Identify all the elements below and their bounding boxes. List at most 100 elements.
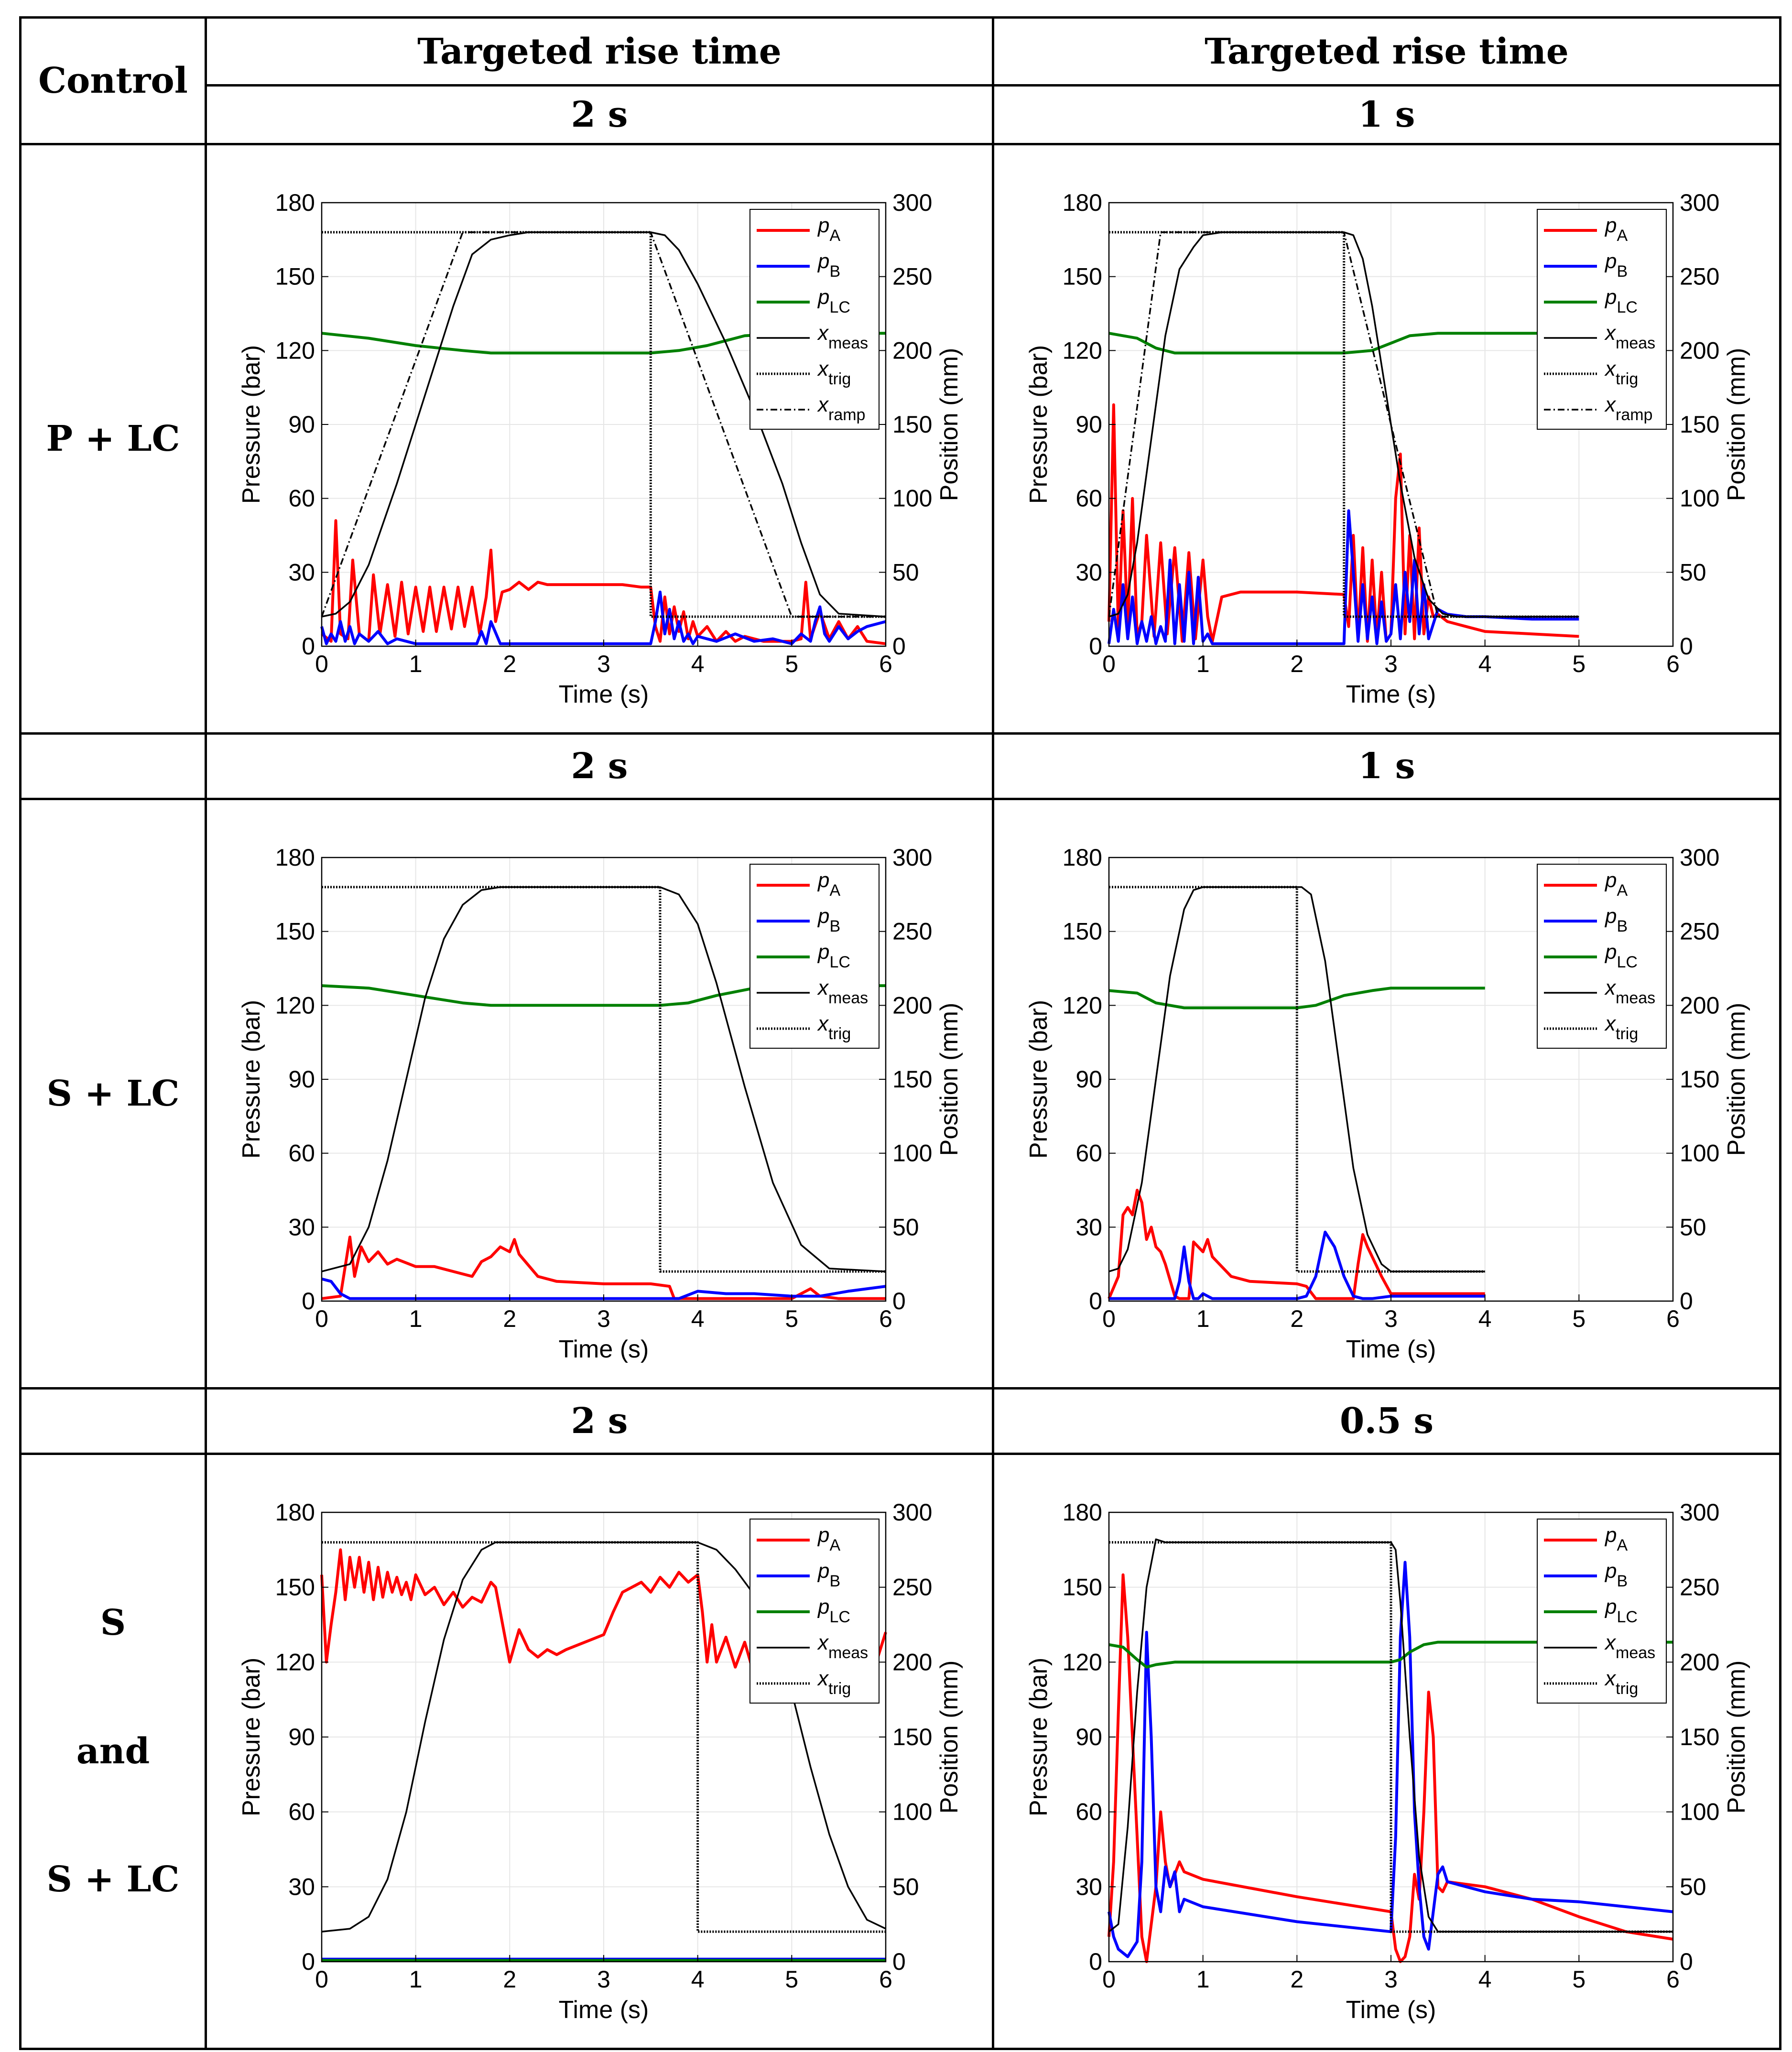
- row-label-line: S + LC: [46, 1073, 180, 1114]
- legend-label: pB: [1604, 250, 1628, 281]
- x-tick-label: 6: [879, 1305, 892, 1332]
- x-tick-label: 0: [315, 1966, 328, 1993]
- y2-axis-label: Position (mm): [935, 348, 963, 501]
- rise-time-label-r3c2: 0.5 s: [992, 1387, 1781, 1455]
- y2-tick-label: 150: [892, 1066, 932, 1093]
- legend-label: pA: [817, 1523, 840, 1554]
- legend-label: pLC: [1604, 285, 1638, 316]
- series-p-a: [1108, 403, 1579, 643]
- legend-label: pLC: [817, 1595, 850, 1626]
- x-tick-label: 1: [1196, 1966, 1210, 1993]
- x-tick-label: 4: [1478, 1966, 1492, 1993]
- y2-axis-label: Position (mm): [1723, 1661, 1750, 1814]
- legend-label: xramp: [817, 393, 865, 424]
- y2-tick-label: 100: [892, 485, 932, 512]
- row-label-p-lc: P + LC: [19, 143, 207, 735]
- x-tick-label: 1: [1196, 1305, 1210, 1332]
- y2-tick-label: 150: [1680, 1724, 1719, 1750]
- x-tick-label: 1: [1196, 651, 1210, 677]
- x-tick-label: 5: [785, 1305, 798, 1332]
- row-label-s-lc: S + LC: [19, 798, 207, 1390]
- y-tick-label: 180: [1063, 1499, 1102, 1526]
- x-tick-label: 2: [1290, 1305, 1303, 1332]
- y-axis-label: Pressure (bar): [1025, 345, 1053, 504]
- x-tick-label: 3: [597, 1305, 610, 1332]
- chart-cell-s-lc-2s: 0 1 2 3 4 5 6 0 30 60 90 120 150 180 0 50 100 150 200 250 30…: [205, 798, 994, 1390]
- legend-label: pA: [817, 214, 840, 245]
- rise-time-label-r1c1: 2 s: [205, 84, 994, 145]
- x-tick-label: 6: [1666, 651, 1680, 677]
- x-axis-label: Time (s): [559, 681, 649, 708]
- y-tick-label: 180: [275, 189, 315, 216]
- y2-tick-label: 250: [1680, 918, 1719, 945]
- x-tick-label: 2: [1290, 1966, 1303, 1993]
- y2-tick-label: 200: [892, 992, 932, 1019]
- legend-label: pB: [817, 250, 840, 281]
- legend-label: pLC: [1604, 940, 1638, 971]
- legend-box: [1537, 209, 1667, 430]
- y2-axis-label: Position (mm): [935, 1661, 963, 1814]
- empty-cell: [19, 732, 207, 800]
- x-tick-label: 1: [409, 651, 423, 677]
- y-tick-label: 30: [288, 1214, 315, 1240]
- x-tick-label: 6: [1666, 1305, 1680, 1332]
- chart-p-lc-1s: 0 1 2 3 4 5 6030609012015018005010015020025030…: [1025, 189, 1750, 708]
- series-p-b: [321, 1277, 886, 1300]
- y2-tick-label: 100: [1680, 1799, 1719, 1825]
- y2-tick-label: 0: [892, 633, 906, 660]
- y-axis-label: Pressure (bar): [1025, 1658, 1053, 1816]
- y2-tick-label: 200: [1680, 1649, 1719, 1675]
- series-x-trig: [1109, 1541, 1673, 1933]
- x-tick-label: 4: [1478, 1305, 1492, 1332]
- y2-tick-label: 50: [1680, 1214, 1706, 1240]
- y-tick-label: 90: [288, 411, 315, 438]
- y-tick-label: 150: [275, 1574, 315, 1601]
- legend-label: xtrig: [817, 1012, 851, 1043]
- legend-label: xramp: [1604, 393, 1652, 424]
- series-p-a: [321, 1236, 886, 1300]
- y-tick-label: 0: [302, 1948, 315, 1975]
- series-p-lc: [321, 332, 886, 355]
- y2-tick-label: 250: [1680, 263, 1719, 290]
- chart-cell-s-and-s-lc-2s: 0 1 2 3 4 5 6 0 30 60 90 120 150 180 0 50 100 150 200 250 30…: [205, 1453, 994, 2050]
- y2-tick-label: 250: [892, 263, 932, 290]
- x-tick-label: 3: [1384, 1305, 1398, 1332]
- y2-tick-label: 200: [892, 337, 932, 364]
- x-tick-label: 1: [409, 1305, 423, 1332]
- legend-label: xtrig: [817, 1667, 851, 1698]
- y-tick-label: 30: [288, 559, 315, 586]
- chart-cell-p-lc-1s: 0 1 2 3 4 5 6 0 30 60 90 120 150 180 0 50 100 150 200 250 30…: [992, 143, 1781, 735]
- y-tick-label: 150: [1063, 918, 1102, 945]
- y-tick-label: 90: [288, 1724, 315, 1750]
- y2-tick-label: 300: [892, 844, 932, 871]
- row-label-line: and: [76, 1730, 150, 1772]
- rise-time-label-r3c1: 2 s: [205, 1387, 994, 1455]
- legend-label: xtrig: [817, 357, 851, 388]
- y-tick-label: 90: [1075, 411, 1102, 438]
- y2-tick-label: 200: [1680, 337, 1719, 364]
- x-tick-label: 5: [1572, 1966, 1586, 1993]
- y-axis-label: Pressure (bar): [1025, 1000, 1053, 1159]
- x-tick-label: 2: [503, 1966, 516, 1993]
- y2-tick-label: 300: [1680, 844, 1719, 871]
- y2-tick-label: 50: [1680, 1873, 1706, 1900]
- y-tick-label: 0: [1089, 1948, 1102, 1975]
- y-tick-label: 150: [275, 263, 315, 290]
- legend-label: xmeas: [817, 976, 868, 1007]
- y-tick-label: 120: [275, 1649, 315, 1675]
- x-axis-label: Time (s): [559, 1335, 649, 1363]
- legend-label: pLC: [817, 285, 850, 316]
- y-tick-label: 120: [1063, 1649, 1102, 1675]
- chart-cell-p-lc-2s: 0 1 2 3 4 5 6 0 30 60 90 120 150 180 0 50 100 150 200 250 30…: [205, 143, 994, 735]
- y2-tick-label: 200: [1680, 992, 1719, 1019]
- targeted-rise-time-header-1: Targeted rise time: [205, 16, 994, 87]
- chart-p-lc-2s: 0 1 2 3 4 5 6030609012015018005010015020025030…: [238, 189, 963, 708]
- series-p-b: [320, 590, 886, 645]
- chart-s-and-s-lc-05s: 0 1 2 3 4 5 6030609012015018005010015020025030…: [1025, 1499, 1750, 2024]
- y2-tick-label: 0: [892, 1948, 906, 1975]
- legend-label: pB: [1604, 904, 1628, 935]
- y2-axis-label: Position (mm): [1723, 348, 1750, 501]
- series-x-meas: [1108, 886, 1485, 1272]
- series-x-ramp: [321, 231, 886, 618]
- x-tick-label: 5: [785, 651, 798, 677]
